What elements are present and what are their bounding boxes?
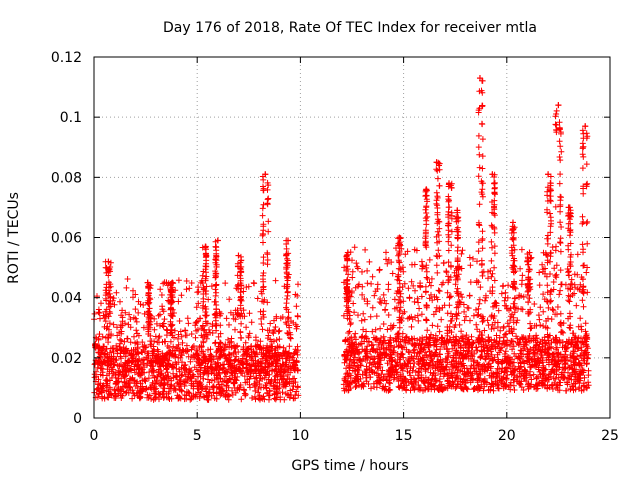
peak-point — [214, 237, 221, 244]
peak-point — [285, 237, 292, 244]
peak-point — [169, 279, 176, 286]
peak-point — [423, 186, 430, 193]
peak-point — [446, 180, 453, 187]
x-tick-label: 10 — [291, 428, 309, 444]
roti-data-markers — [91, 75, 592, 403]
y-tick-label: 0.08 — [51, 170, 82, 186]
peak-point — [555, 102, 562, 109]
chart-title: Day 176 of 2018, Rate Of TEC Index for r… — [163, 20, 537, 36]
peak-point — [105, 258, 112, 265]
x-tick-label: 0 — [90, 428, 99, 444]
peak-point — [262, 171, 269, 178]
peak-point — [202, 243, 209, 250]
y-axis-label: ROTI / TECUs — [6, 192, 22, 284]
x-axis-label: GPS time / hours — [291, 458, 408, 474]
y-tick-label: 0 — [73, 411, 82, 427]
peak-point — [476, 75, 483, 82]
peak-point — [489, 171, 496, 178]
peak-point — [235, 252, 242, 259]
peak-point — [454, 207, 461, 214]
peak-point — [144, 279, 151, 286]
axis-ticks: 0 5 10 15 20 25 0 0.02 0.04 0.06 0.08 0.1 0.12 — [51, 50, 619, 444]
x-tick-label: 25 — [601, 428, 619, 444]
peak-point — [526, 249, 533, 256]
peak-point — [565, 204, 572, 211]
y-tick-label: 0.02 — [51, 351, 82, 367]
peak-point — [582, 123, 589, 130]
data-points — [91, 75, 592, 403]
x-tick-label: 15 — [395, 428, 413, 444]
y-tick-label: 0.1 — [60, 110, 82, 126]
peak-point — [433, 159, 440, 166]
y-tick-label: 0.06 — [51, 231, 82, 247]
y-tick-label: 0.04 — [51, 291, 82, 307]
peak-point — [509, 219, 516, 226]
peak-point — [396, 234, 403, 241]
peak-point — [545, 171, 552, 178]
x-tick-label: 5 — [193, 428, 202, 444]
peak-point — [344, 249, 351, 256]
x-tick-label: 20 — [498, 428, 516, 444]
y-tick-label: 0.12 — [51, 50, 82, 66]
